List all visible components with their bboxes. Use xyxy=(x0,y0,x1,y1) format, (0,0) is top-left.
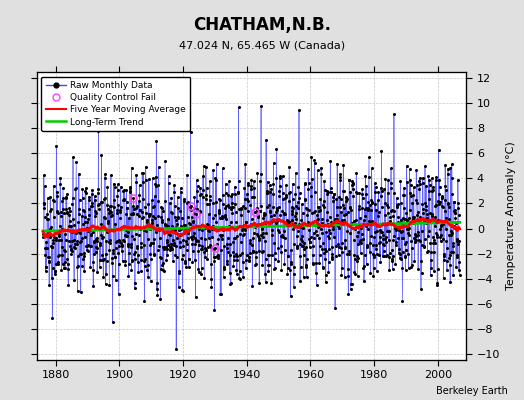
Legend: Raw Monthly Data, Quality Control Fail, Five Year Moving Average, Long-Term Tren: Raw Monthly Data, Quality Control Fail, … xyxy=(41,76,190,131)
Text: CHATHAM,N.B.: CHATHAM,N.B. xyxy=(193,16,331,34)
Text: 47.024 N, 65.465 W (Canada): 47.024 N, 65.465 W (Canada) xyxy=(179,40,345,50)
Y-axis label: Temperature Anomaly (°C): Temperature Anomaly (°C) xyxy=(506,142,516,290)
Text: Berkeley Earth: Berkeley Earth xyxy=(436,386,508,396)
